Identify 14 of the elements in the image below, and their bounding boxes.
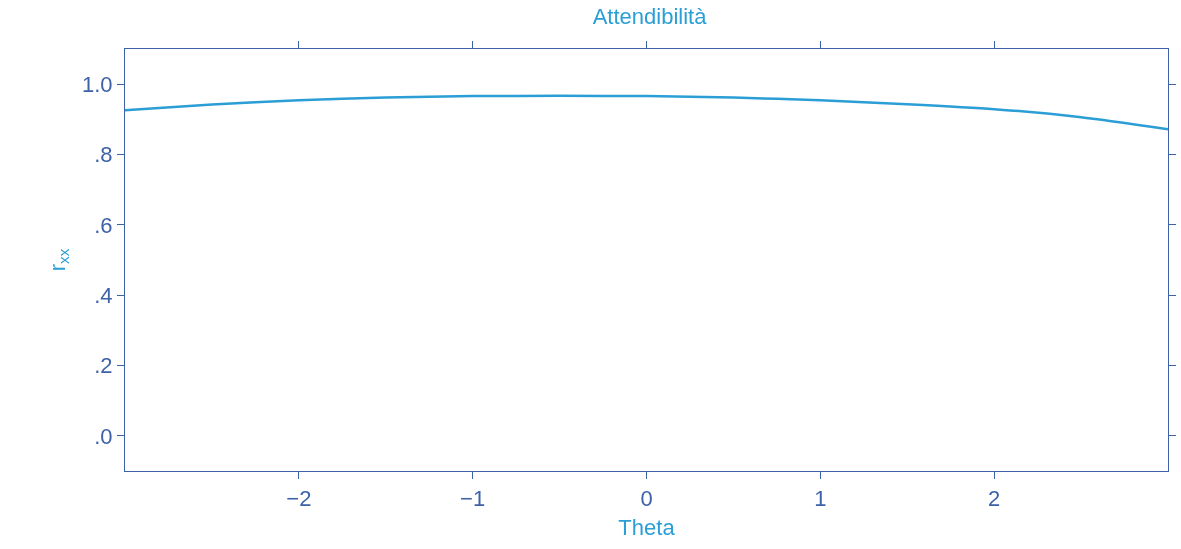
y-tick-label: 1.0 [81, 71, 113, 97]
x-tick-label: −2 [286, 485, 312, 511]
x-tick-label: 1 [814, 485, 827, 511]
y-tick-label: .2 [94, 353, 113, 379]
line-series [125, 94, 1168, 131]
y-tick-label: .4 [94, 282, 113, 308]
y-tick-label: .6 [94, 212, 113, 238]
x-tick-label: 0 [640, 485, 653, 511]
x-axis-title: Theta [618, 515, 676, 541]
x-tick-label: −1 [460, 485, 486, 511]
y-tick-label: .0 [94, 423, 113, 449]
x-tick-label: 2 [988, 485, 1001, 511]
chart-title: Attendibilità [592, 3, 708, 29]
y-tick-label: .8 [94, 142, 113, 168]
